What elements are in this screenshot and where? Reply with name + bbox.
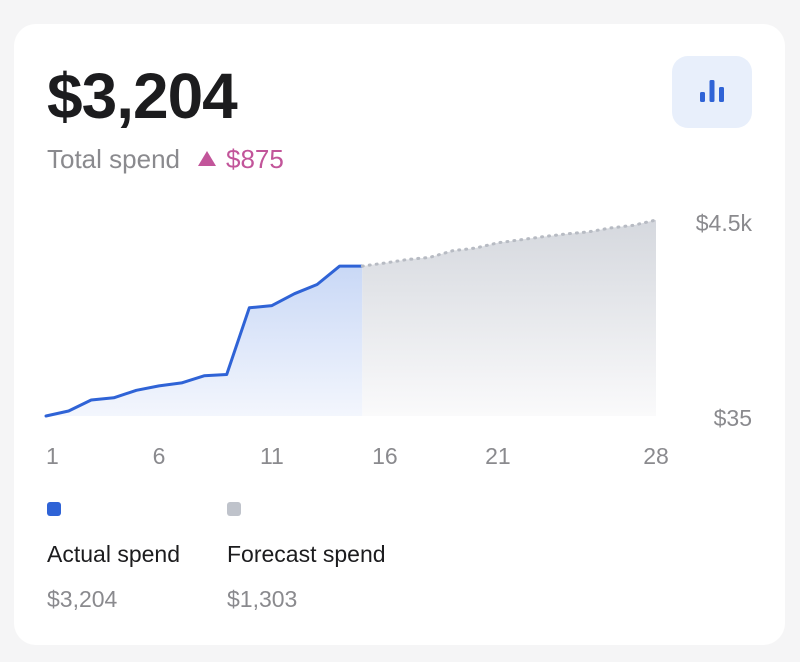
x-tick-label: 21 (485, 443, 511, 469)
y-tick-label: $4.5k (696, 210, 753, 236)
x-tick-label: 11 (260, 443, 284, 469)
legend-actual-swatch (47, 502, 61, 516)
legend-actual: Actual spend $3,204 (47, 502, 180, 613)
x-tick-label: 1 (46, 443, 59, 469)
legend-actual-label: Actual spend (47, 541, 180, 567)
total-spend-amount: $3,204 (47, 60, 238, 132)
spend-card: $3,204 Total spend $875 1 6 11 16 21 28 $35 $4.… (14, 24, 785, 645)
chart-view-button[interactable] (672, 56, 752, 128)
legend-forecast-swatch (227, 502, 241, 516)
legend-forecast-value: $1,303 (227, 586, 298, 612)
x-tick-label: 16 (372, 443, 398, 469)
forecast-spend-line (360, 218, 658, 268)
y-tick-label: $35 (714, 405, 752, 431)
x-tick-label: 28 (643, 443, 669, 469)
legend-forecast-label: Forecast spend (227, 541, 386, 567)
forecast-spend-area (362, 220, 656, 416)
actual-spend-line (44, 264, 364, 418)
spend-delta: $875 (197, 144, 284, 174)
x-tick-label: 6 (153, 443, 166, 469)
delta-up-arrow-icon (197, 151, 216, 166)
legend-forecast: Forecast spend $1,303 (227, 502, 386, 613)
spend-chart: 1 6 11 16 21 28 $35$4.5k (44, 210, 753, 469)
actual-spend-area (46, 266, 363, 416)
delta-value: $875 (225, 144, 284, 174)
total-spend-subtitle: Total spend $875 (47, 146, 284, 172)
bar-chart-icon (700, 80, 724, 102)
legend-actual-value: $3,204 (47, 586, 118, 612)
subtitle-label: Total spend (47, 144, 180, 174)
